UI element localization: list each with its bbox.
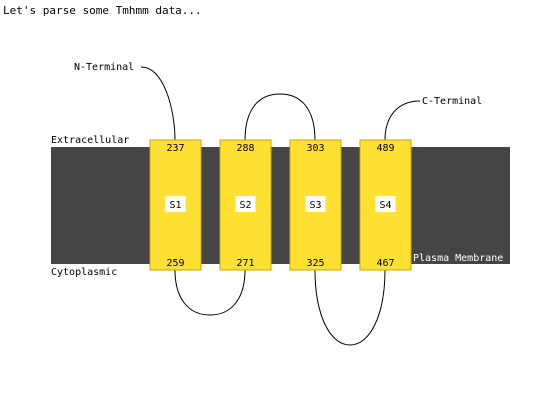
segment-name: S3 bbox=[309, 200, 321, 211]
segment-start-position: 489 bbox=[376, 143, 394, 154]
segment-s4: 489 S4 467 bbox=[359, 139, 412, 271]
segment-end-position: 325 bbox=[306, 258, 324, 269]
segment-label-box bbox=[165, 196, 186, 212]
plasma-membrane bbox=[51, 147, 510, 264]
segment-label-box bbox=[375, 196, 396, 212]
segment-end-position: 271 bbox=[236, 258, 254, 269]
c-terminal-label: C-Terminal bbox=[422, 96, 482, 107]
c-terminal-tail bbox=[384, 100, 421, 141]
segment-name: S4 bbox=[379, 200, 391, 211]
segment-start-position: 303 bbox=[306, 143, 324, 154]
extracellular-loop-2-3 bbox=[244, 93, 316, 141]
segment-label-box bbox=[235, 196, 256, 212]
segment-start-position: 288 bbox=[236, 143, 254, 154]
cytoplasmic-loop-3-4 bbox=[314, 269, 386, 346]
segment-s2: 288 S2 271 bbox=[219, 139, 272, 271]
segment-name: S1 bbox=[169, 200, 181, 211]
segment-end-position: 467 bbox=[376, 258, 394, 269]
segment-end-position: 259 bbox=[166, 258, 184, 269]
segment-s1: 237 S1 259 bbox=[149, 139, 202, 271]
segment-name: S2 bbox=[239, 200, 251, 211]
segment-label-box bbox=[305, 196, 326, 212]
segment-s3: 303 S3 325 bbox=[289, 139, 342, 271]
membrane-label: Plasma Membrane bbox=[413, 253, 503, 264]
header-text: Let's parse some Tmhmm data... bbox=[3, 4, 202, 17]
n-terminal-tail bbox=[140, 66, 176, 141]
cytoplasmic-label: Cytoplasmic bbox=[51, 267, 117, 278]
cytoplasmic-loop-1-2 bbox=[174, 269, 246, 316]
segment-box bbox=[219, 139, 272, 271]
segment-start-position: 237 bbox=[166, 143, 184, 154]
extracellular-label: Extracellular bbox=[51, 135, 129, 146]
n-terminal-label: N-Terminal bbox=[74, 62, 134, 73]
